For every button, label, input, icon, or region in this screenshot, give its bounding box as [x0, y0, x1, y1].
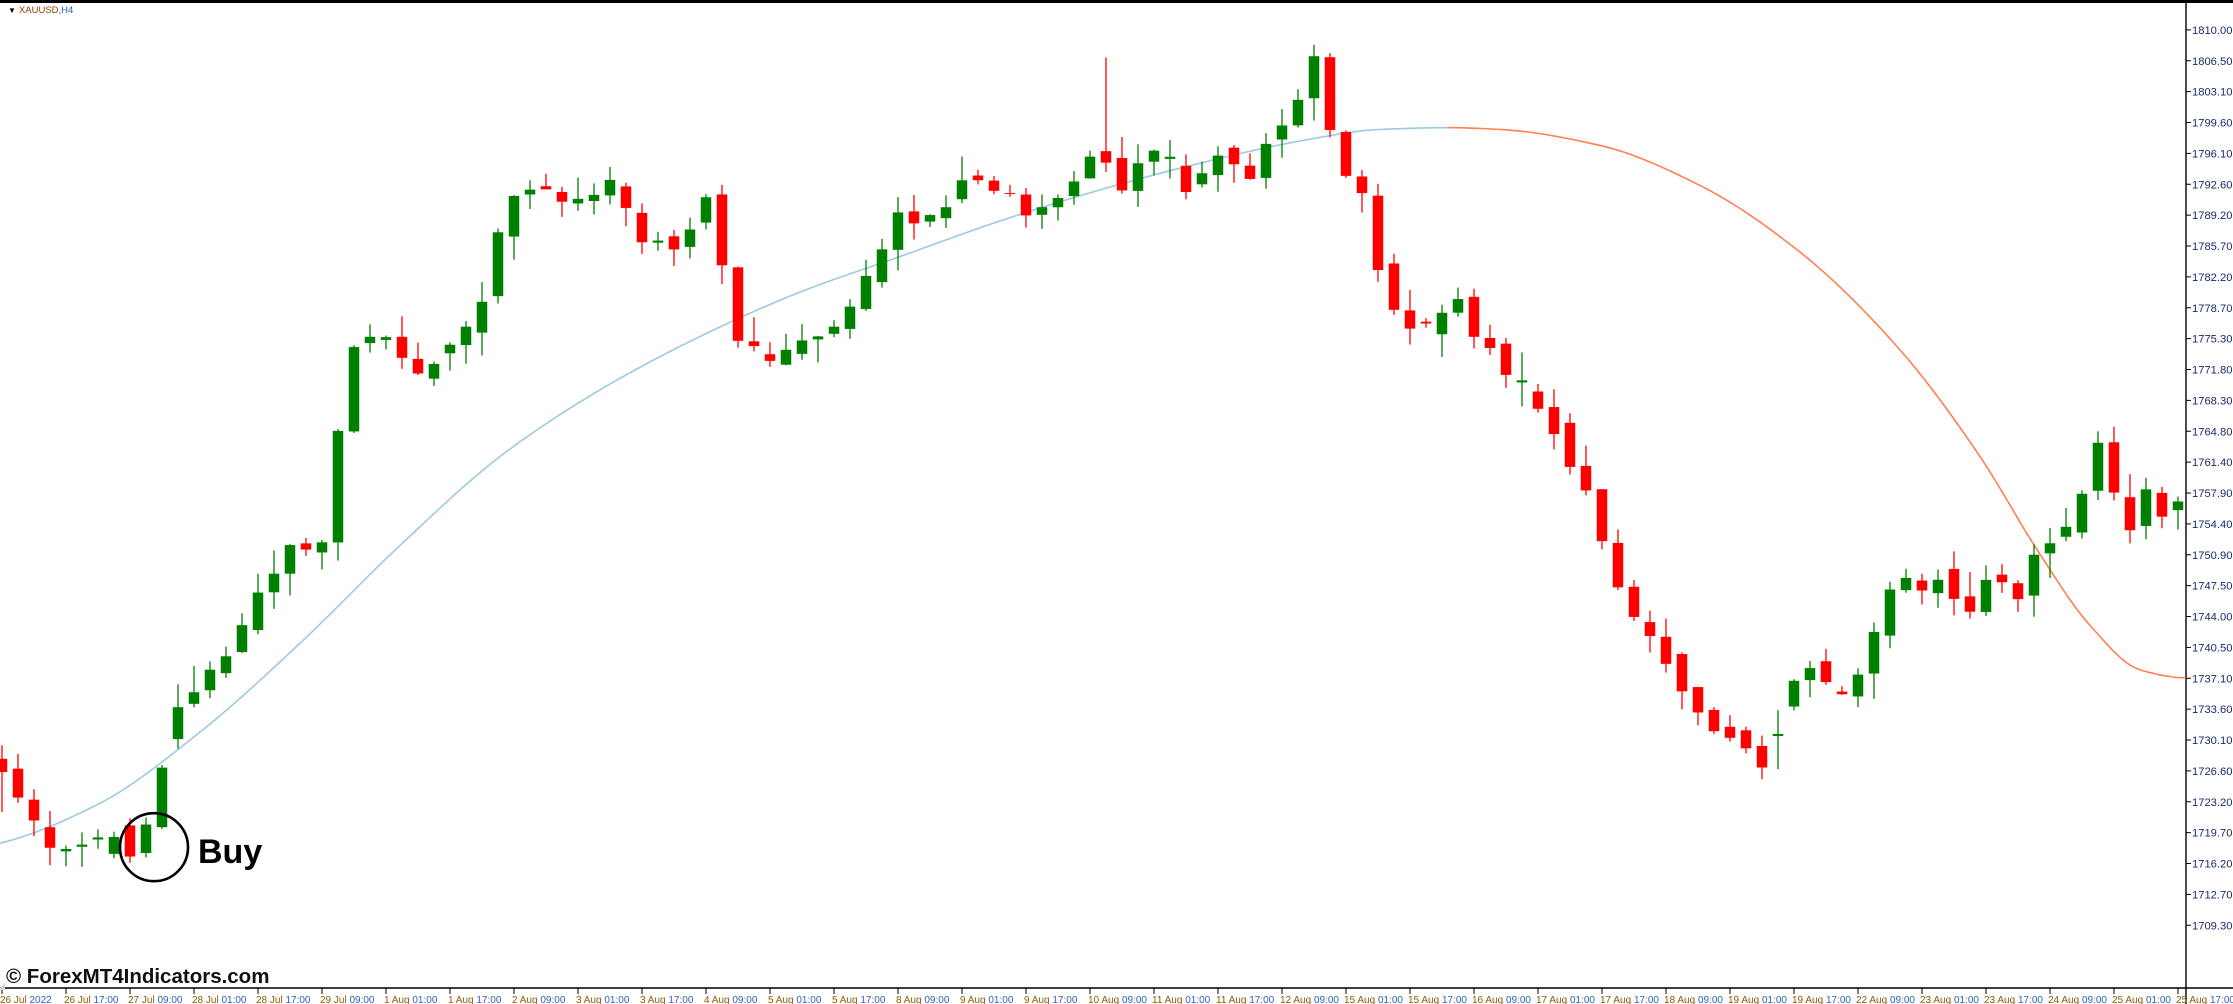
svg-text:10 Aug 09:00: 10 Aug 09:00 — [1088, 995, 1147, 1004]
svg-text:1 Aug 17:00: 1 Aug 17:00 — [448, 995, 502, 1004]
svg-text:1775.30: 1775.30 — [2192, 334, 2232, 346]
svg-text:1771.80: 1771.80 — [2192, 365, 2232, 377]
svg-text:2 Aug 09:00: 2 Aug 09:00 — [512, 995, 566, 1004]
svg-text:1726.60: 1726.60 — [2192, 766, 2232, 778]
svg-text:1733.60: 1733.60 — [2192, 704, 2232, 716]
svg-text:1810.00: 1810.00 — [2192, 25, 2232, 37]
svg-text:1778.70: 1778.70 — [2192, 303, 2232, 315]
svg-text:16 Aug 09:00: 16 Aug 09:00 — [1472, 995, 1531, 1004]
svg-text:1803.10: 1803.10 — [2192, 87, 2232, 99]
svg-text:1709.30: 1709.30 — [2192, 920, 2232, 932]
svg-text:1719.70: 1719.70 — [2192, 828, 2232, 840]
svg-text:1785.70: 1785.70 — [2192, 241, 2232, 253]
svg-text:27 Jul 09:00: 27 Jul 09:00 — [128, 995, 183, 1004]
svg-text:5 Aug 17:00: 5 Aug 17:00 — [832, 995, 886, 1004]
svg-text:18 Aug 09:00: 18 Aug 09:00 — [1664, 995, 1723, 1004]
svg-text:26 Jul 17:00: 26 Jul 17:00 — [64, 995, 119, 1004]
svg-text:1764.80: 1764.80 — [2192, 426, 2232, 438]
svg-text:1723.20: 1723.20 — [2192, 797, 2232, 809]
svg-text:1754.40: 1754.40 — [2192, 519, 2232, 531]
svg-text:9 Aug 17:00: 9 Aug 17:00 — [1024, 995, 1078, 1004]
svg-text:1792.60: 1792.60 — [2192, 179, 2232, 191]
svg-text:8 Aug 09:00: 8 Aug 09:00 — [896, 995, 950, 1004]
svg-text:9 Aug 01:00: 9 Aug 01:00 — [960, 995, 1014, 1004]
svg-text:3 Aug 17:00: 3 Aug 17:00 — [640, 995, 694, 1004]
svg-text:19 Aug 17:00: 19 Aug 17:00 — [1792, 995, 1851, 1004]
svg-text:29 Jul 09:00: 29 Jul 09:00 — [320, 995, 375, 1004]
svg-text:1737.10: 1737.10 — [2192, 673, 2232, 685]
svg-text:1789.20: 1789.20 — [2192, 210, 2232, 222]
svg-text:1750.90: 1750.90 — [2192, 550, 2232, 562]
svg-text:1740.50: 1740.50 — [2192, 642, 2232, 654]
svg-text:3 Aug 01:00: 3 Aug 01:00 — [576, 995, 630, 1004]
svg-text:19 Aug 01:00: 19 Aug 01:00 — [1728, 995, 1787, 1004]
svg-text:1782.20: 1782.20 — [2192, 272, 2232, 284]
svg-text:1799.60: 1799.60 — [2192, 118, 2232, 130]
svg-text:22 Aug 09:00: 22 Aug 09:00 — [1856, 995, 1915, 1004]
svg-text:11 Aug 01:00: 11 Aug 01:00 — [1152, 995, 1211, 1004]
svg-text:17 Aug 17:00: 17 Aug 17:00 — [1600, 995, 1659, 1004]
svg-text:26 Jul 2022: 26 Jul 2022 — [0, 995, 52, 1004]
svg-text:Buy: Buy — [198, 833, 262, 871]
svg-text:15 Aug 01:00: 15 Aug 01:00 — [1344, 995, 1403, 1004]
svg-text:1 Aug 01:00: 1 Aug 01:00 — [384, 995, 438, 1004]
svg-text:1768.30: 1768.30 — [2192, 395, 2232, 407]
svg-text:17 Aug 01:00: 17 Aug 01:00 — [1536, 995, 1595, 1004]
svg-text:1757.90: 1757.90 — [2192, 488, 2232, 500]
svg-text:1744.00: 1744.00 — [2192, 612, 2232, 624]
svg-text:28 Jul 01:00: 28 Jul 01:00 — [192, 995, 247, 1004]
svg-text:25 Aug 01:00: 25 Aug 01:00 — [2112, 995, 2171, 1004]
svg-text:25 Aug 17:00: 25 Aug 17:00 — [2176, 995, 2233, 1004]
svg-text:1712.70: 1712.70 — [2192, 889, 2232, 901]
svg-text:5 Aug 01:00: 5 Aug 01:00 — [768, 995, 822, 1004]
svg-text:12 Aug 09:00: 12 Aug 09:00 — [1280, 995, 1339, 1004]
svg-text:28 Jul 17:00: 28 Jul 17:00 — [256, 995, 311, 1004]
svg-text:1806.50: 1806.50 — [2192, 56, 2232, 68]
svg-text:1761.40: 1761.40 — [2192, 457, 2232, 469]
svg-text:1796.10: 1796.10 — [2192, 148, 2232, 160]
svg-text:1730.10: 1730.10 — [2192, 735, 2232, 747]
svg-text:1747.50: 1747.50 — [2192, 581, 2232, 593]
svg-text:15 Aug 17:00: 15 Aug 17:00 — [1408, 995, 1467, 1004]
svg-text:1716.20: 1716.20 — [2192, 859, 2232, 871]
svg-text:23 Aug 17:00: 23 Aug 17:00 — [1984, 995, 2043, 1004]
svg-text:23 Aug 01:00: 23 Aug 01:00 — [1920, 995, 1979, 1004]
svg-text:24 Aug 09:00: 24 Aug 09:00 — [2048, 995, 2107, 1004]
svg-text:11 Aug 17:00: 11 Aug 17:00 — [1216, 995, 1275, 1004]
svg-text:4 Aug 09:00: 4 Aug 09:00 — [704, 995, 758, 1004]
